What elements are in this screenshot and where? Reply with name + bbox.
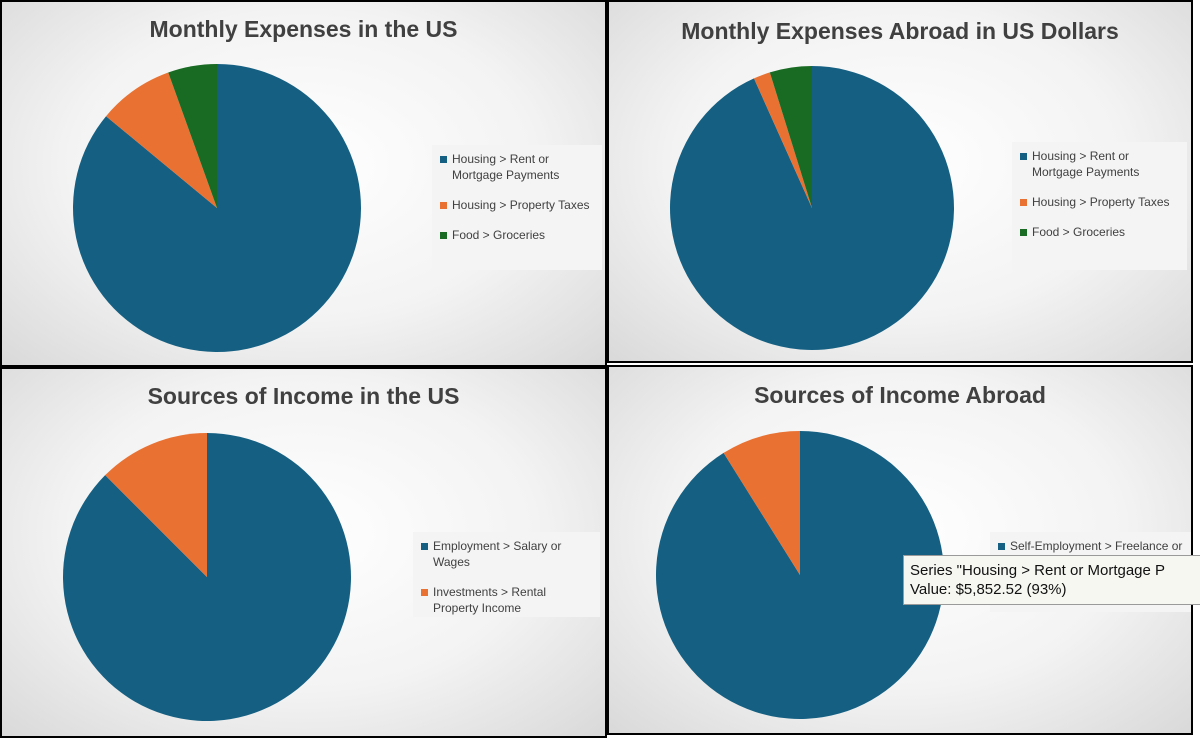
legend: Housing > Rent or Mortgage Payments Housi…: [432, 145, 602, 270]
chart-panel: Sources of Income Abroad Self-Employment …: [607, 365, 1193, 735]
pie-chart: [670, 66, 954, 350]
pie-slice: [168, 64, 217, 208]
legend-label: Housing > Property Taxes: [1032, 195, 1170, 209]
chart-title: Monthly Expenses in the US: [149, 16, 458, 42]
pie-slice: [769, 66, 812, 208]
pie-chart: [62, 433, 351, 721]
pie-slice: [73, 64, 362, 352]
pie-chart: [73, 64, 362, 352]
chart-panel: Monthly Expenses Abroad in US Dollars Hou…: [607, 0, 1193, 363]
legend-label: Housing > Rent or Mortgage Payments: [1032, 149, 1140, 179]
legend-swatch: [440, 232, 447, 239]
tooltip: Series "Housing > Rent or Mortgage P Val…: [903, 555, 1200, 605]
legend-item: Housing > Rent or Mortgage Payments: [1020, 148, 1179, 180]
chart-panel: Sources of Income in the US Employment > …: [0, 367, 607, 738]
tooltip-line: Series "Housing > Rent or Mortgage P: [910, 562, 1166, 579]
legend: Employment > Salary or Wages Investments …: [413, 532, 600, 617]
legend-label: Housing > Rent or Mortgage Payments: [452, 152, 560, 182]
pie-slice: [106, 72, 217, 208]
legend-swatch: [421, 543, 428, 550]
tooltip-line: Value: $5,852.52 (93%): [910, 581, 1067, 598]
legend-item: Housing > Rent or Mortgage Payments: [440, 151, 594, 183]
legend-swatch: [998, 543, 1005, 550]
legend-item: Food > Groceries: [1020, 224, 1179, 240]
legend-swatch: [440, 156, 447, 163]
legend-label: Employment > Salary or Wages: [433, 539, 562, 569]
chart-title: Sources of Income Abroad: [754, 382, 1046, 408]
pie-slice: [753, 72, 812, 208]
legend-label: Housing > Property Taxes: [452, 198, 590, 212]
legend-item: Housing > Property Taxes: [1020, 194, 1179, 210]
legend-label: Self-Employment > Freelance or: [1010, 539, 1183, 553]
legend-item: Investments > Rental Property Income: [421, 584, 592, 616]
legend: Housing > Rent or Mortgage Payments Housi…: [1012, 142, 1187, 270]
legend-item: Food > Groceries: [440, 227, 594, 243]
legend-label: Food > Groceries: [1032, 225, 1126, 239]
pie-slice: [723, 431, 800, 575]
legend-swatch: [1020, 153, 1027, 160]
legend-item: Self-Employment > Freelance or: [998, 538, 1187, 554]
pie-chart: [656, 431, 944, 719]
legend-item: Employment > Salary or Wages: [421, 538, 592, 570]
pie-slice: [105, 433, 207, 577]
chart-title: Monthly Expenses Abroad in US Dollars: [681, 18, 1119, 44]
chart-panel: Monthly Expenses in the US Housing > Rent…: [0, 0, 607, 367]
legend-item: Housing > Property Taxes: [440, 197, 594, 213]
legend-label: Investments > Rental Property Income: [433, 585, 547, 615]
legend-swatch: [1020, 229, 1027, 236]
legend-swatch: [440, 202, 447, 209]
chart-title: Sources of Income in the US: [147, 383, 460, 409]
legend-swatch: [421, 589, 428, 596]
legend-swatch: [1020, 199, 1027, 206]
legend-label: Food > Groceries: [452, 228, 546, 242]
